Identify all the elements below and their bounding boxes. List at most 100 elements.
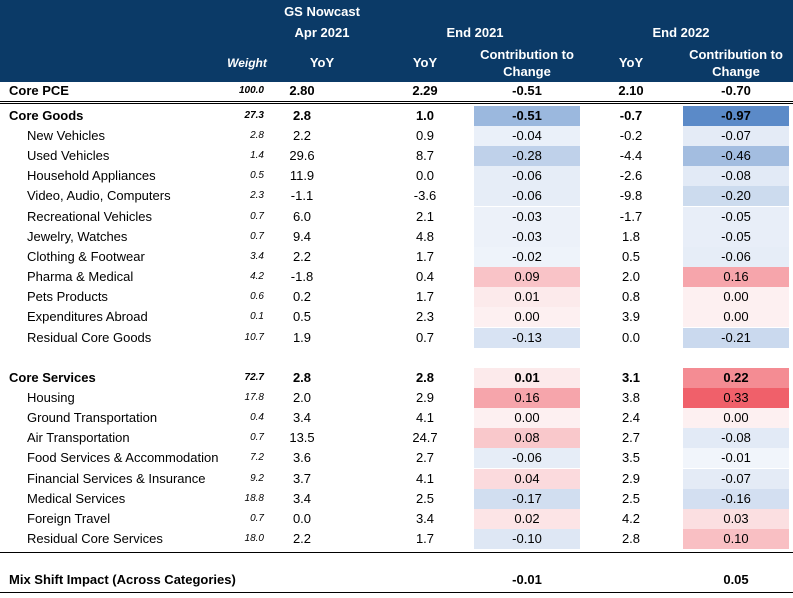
row-end22-yoy: 2.4	[621, 410, 641, 426]
row-weight: 0.1	[250, 311, 264, 323]
row-end21-contrib: -0.04	[474, 126, 580, 146]
row-core-pce: Core PCE 100.0 2.80 2.29 -0.51 2.10 -0.7…	[0, 81, 793, 101]
row-end22-contrib: -0.08	[683, 428, 789, 449]
row-weight: 18.0	[244, 533, 264, 545]
row-end22-yoy: 3.1	[621, 370, 641, 385]
row-end22-yoy: -0.2	[619, 128, 643, 143]
row-weight: 0.7	[250, 230, 264, 242]
row-end21-contrib: -0.01	[512, 572, 542, 587]
row-weight: 1.4	[250, 150, 264, 162]
row-label: Clothing & Footwear	[27, 248, 145, 264]
divider-line	[0, 103, 793, 104]
row-label: Pets Products	[27, 289, 108, 305]
row-end22-contrib: -0.08	[683, 166, 789, 187]
row-end22-yoy: -2.6	[619, 168, 643, 184]
row-end21-contrib: -0.51	[474, 106, 580, 126]
divider-line	[0, 552, 793, 553]
row-end22-yoy: -0.7	[619, 108, 643, 123]
row-end21-yoy: 4.8	[415, 228, 435, 244]
row-label: Residual Core Services	[27, 531, 163, 547]
row-end22-contrib: -0.21	[683, 327, 789, 348]
row-end22-contrib: 0.00	[683, 408, 789, 429]
row-end21-yoy: 4.1	[415, 470, 435, 486]
row-end21-contrib: -0.02	[474, 246, 580, 267]
row-end22-contrib: -0.05	[683, 206, 789, 227]
row-end21-yoy: -3.6	[413, 188, 437, 204]
header-end-2021: End 2021	[446, 25, 504, 40]
row-label: Jewelry, Watches	[27, 228, 128, 244]
row-end22-contrib: 0.00	[683, 307, 789, 328]
table-row: Housing 17.8 2.0 2.9 0.16 3.8 0.33	[0, 388, 793, 408]
row-apr-yoy: 2.8	[292, 108, 312, 123]
row-end22-contrib: -0.16	[683, 488, 789, 509]
row-end21-yoy: 1.0	[415, 108, 435, 123]
row-weight: 100.0	[238, 85, 264, 96]
row-end21-contrib: 0.09	[474, 267, 580, 288]
header-yoy-apr: YoY	[309, 55, 335, 70]
row-apr-yoy: 11.9	[289, 168, 315, 184]
row-apr-yoy: 9.4	[292, 228, 312, 244]
row-label: Pharma & Medical	[27, 269, 134, 285]
row-end22-yoy: -9.8	[619, 188, 643, 204]
row-end22-yoy: 2.10	[618, 83, 644, 98]
row-apr-yoy: 3.6	[292, 450, 312, 466]
row-label: Mix Shift Impact (Across Categories)	[9, 572, 236, 587]
row-label: Housing	[27, 390, 75, 405]
row-end21-yoy: 3.4	[415, 510, 435, 526]
table-row: Pharma & Medical 4.2 -1.8 0.4 0.09 2.0 0.16	[0, 267, 793, 288]
row-weight: 2.3	[250, 190, 264, 202]
row-end21-yoy: 2.29	[412, 83, 438, 98]
table-row: Ground Transportation 0.4 3.4 4.1 0.00 2.4 0.0…	[0, 408, 793, 429]
row-end21-contrib: -0.06	[474, 448, 580, 469]
row-weight: 27.3	[244, 110, 264, 121]
row-weight: 3.4	[250, 250, 264, 262]
row-apr-yoy: 2.2	[292, 531, 312, 547]
header-contrib-end22-line1: Contribution to	[689, 47, 783, 62]
header-gs-nowcast: GS Nowcast	[284, 4, 360, 19]
header-end-2022: End 2022	[652, 25, 710, 40]
row-weight: 0.7	[250, 432, 264, 444]
header-weight: Weight	[227, 56, 267, 70]
row-end22-contrib: -0.07	[683, 468, 789, 489]
row-end21-contrib: -0.06	[474, 186, 580, 207]
row-label: Ground Transportation	[27, 410, 158, 426]
row-end22-yoy: 0.5	[621, 248, 641, 264]
row-apr-yoy: 13.5	[289, 430, 315, 446]
row-weight: 17.8	[244, 392, 264, 403]
row-label: Core Services	[9, 370, 96, 385]
table-row: Video, Audio, Computers 2.3 -1.1 -3.6 -0.06 -…	[0, 186, 793, 207]
table-row: Food Services & Accommodation 7.2 3.6 2.7 -0…	[0, 448, 793, 469]
row-label: Foreign Travel	[27, 510, 111, 526]
row-apr-yoy: 2.80	[289, 83, 315, 98]
row-end22-contrib: -0.70	[721, 83, 751, 98]
row-end21-yoy: 2.7	[415, 450, 435, 466]
row-end21-contrib: -0.06	[474, 166, 580, 187]
header-contrib-end22-line2: Change	[712, 64, 760, 79]
table-row: New Vehicles 2.8 2.2 0.9 -0.04 -0.2 -0.07	[0, 126, 793, 146]
row-apr-yoy: -1.8	[290, 269, 314, 285]
table-row: Financial Services & Insurance 9.2 3.7 4.1 0…	[0, 468, 793, 489]
row-weight: 9.2	[250, 472, 264, 484]
row-end21-yoy: 0.0	[415, 168, 435, 184]
row-apr-yoy: 1.9	[292, 329, 312, 345]
row-end21-yoy: 1.7	[415, 289, 435, 305]
row-core-goods: Core Goods 27.3 2.8 1.0 -0.51 -0.7 -0.97	[0, 106, 793, 126]
row-end21-yoy: 4.1	[415, 410, 435, 426]
table-header: GS Nowcast Apr 2021 End 2021 End 2022 We…	[0, 0, 793, 82]
row-end22-contrib: -0.97	[683, 106, 789, 126]
row-end21-yoy: 24.7	[412, 430, 438, 446]
row-end21-yoy: 1.7	[415, 531, 435, 547]
row-end21-contrib: 0.01	[474, 287, 580, 308]
header-yoy-end21: YoY	[412, 55, 438, 70]
row-label: New Vehicles	[27, 128, 106, 143]
row-label: Residual Core Goods	[27, 329, 152, 345]
row-core-services: Core Services 72.7 2.8 2.8 0.01 3.1 0.22	[0, 368, 793, 388]
table-row: Medical Services 18.8 3.4 2.5 -0.17 2.5 -0.16	[0, 488, 793, 509]
table-row: Clothing & Footwear 3.4 2.2 1.7 -0.02 0.5 -0.0…	[0, 246, 793, 267]
row-end22-yoy: 3.8	[621, 390, 641, 405]
row-end21-contrib: -0.13	[474, 327, 580, 348]
row-end22-contrib: -0.46	[683, 146, 789, 167]
row-end22-contrib: 0.05	[723, 572, 749, 587]
row-apr-yoy: 3.4	[292, 490, 312, 506]
